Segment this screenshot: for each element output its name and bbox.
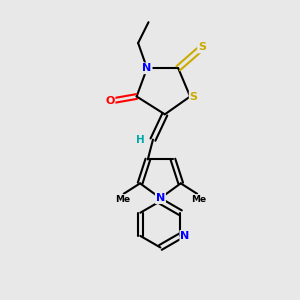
- Text: Me: Me: [115, 195, 130, 204]
- Text: Me: Me: [191, 195, 206, 204]
- Text: S: S: [190, 92, 198, 101]
- Text: O: O: [105, 96, 115, 106]
- Text: N: N: [156, 193, 165, 203]
- Text: H: H: [136, 135, 145, 145]
- Text: N: N: [142, 63, 152, 73]
- Text: H: H: [136, 135, 145, 145]
- Text: S: S: [198, 43, 206, 52]
- Text: N: N: [180, 231, 190, 241]
